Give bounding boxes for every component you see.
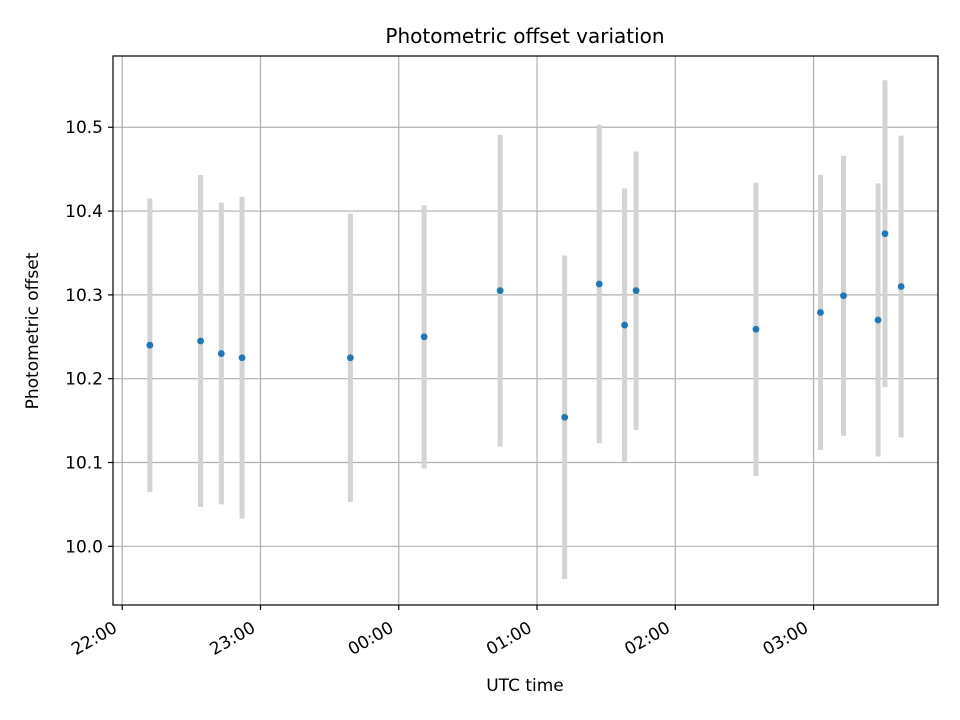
data-point — [496, 287, 504, 295]
data-point — [238, 354, 246, 362]
data-point — [420, 333, 428, 341]
y-tick-label: 10.2 — [65, 370, 103, 390]
data-point — [881, 230, 889, 238]
data-point — [595, 280, 603, 288]
x-axis-label: UTC time — [486, 676, 564, 696]
data-point — [197, 337, 204, 345]
data-point — [840, 292, 847, 300]
y-tick-label: 10.3 — [65, 286, 103, 306]
data-point — [752, 325, 760, 333]
y-tick-label: 10.5 — [65, 118, 103, 138]
data-point — [217, 350, 225, 357]
y-tick-label: 10.1 — [65, 454, 103, 474]
data-point — [146, 341, 154, 349]
y-axis-ticks: 10.0 10.1 10.2 10.3 10.4 10.5 — [65, 118, 113, 557]
data-points — [146, 230, 905, 421]
y-tick-label: 10.4 — [65, 202, 103, 222]
data-point — [346, 354, 354, 362]
data-point — [897, 283, 905, 290]
y-tick-label: 10.0 — [65, 537, 103, 557]
data-point — [561, 413, 569, 421]
chart-title: Photometric offset variation — [385, 24, 664, 48]
y-axis-label: Photometric offset — [23, 252, 43, 409]
grid — [113, 56, 938, 605]
data-point — [632, 287, 640, 295]
data-point — [621, 321, 628, 329]
plot-frame — [112, 55, 939, 606]
data-point — [874, 316, 882, 324]
data-point — [817, 309, 824, 316]
